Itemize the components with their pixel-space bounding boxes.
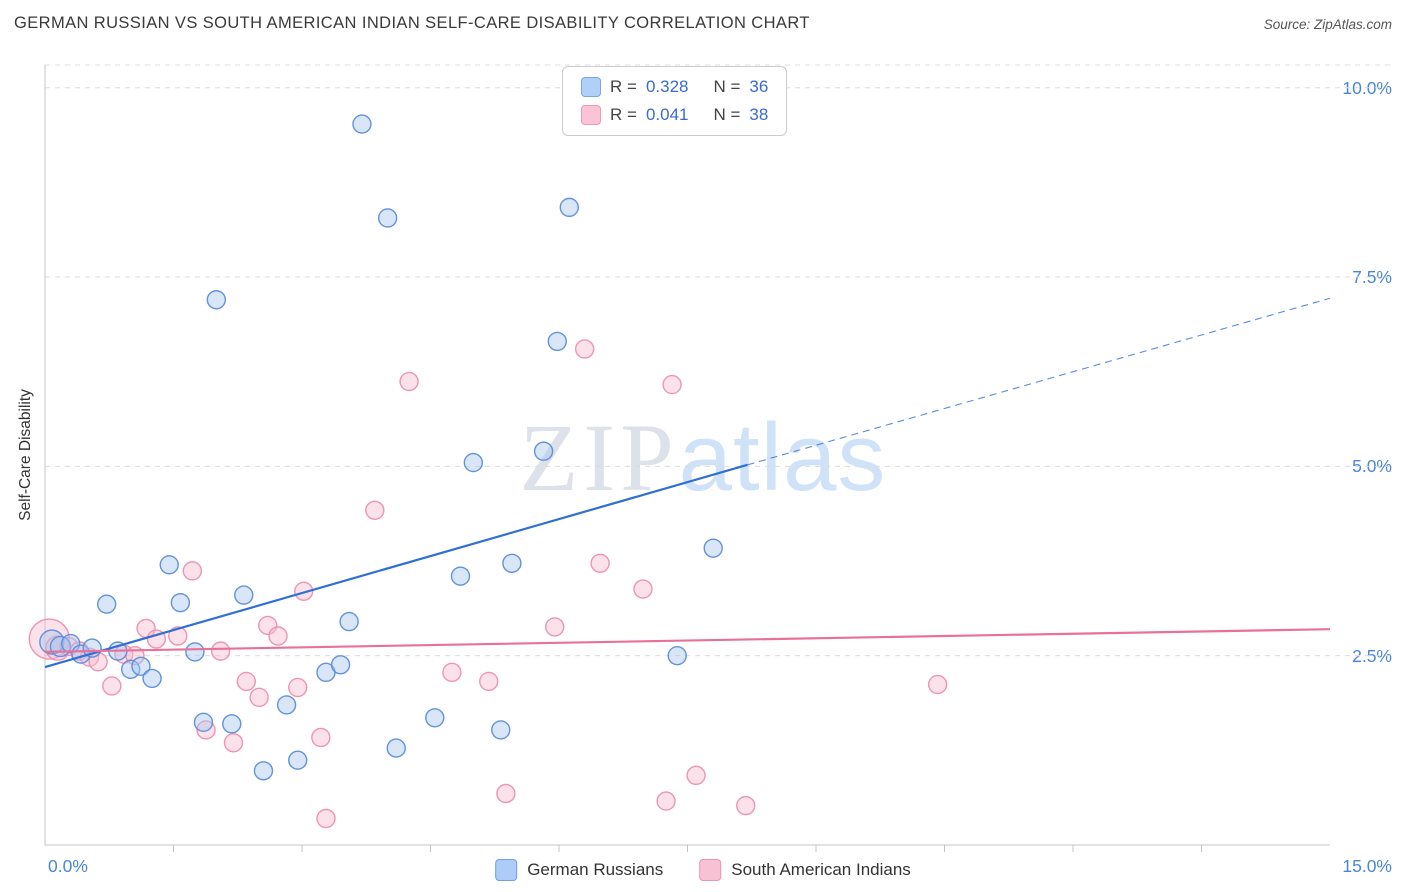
legend-item-german-russians: German Russians <box>495 859 663 881</box>
source-attribution: Source: ZipAtlas.com <box>1263 17 1392 32</box>
data-point-south-american-indians <box>316 808 336 829</box>
data-point-german-russians <box>352 114 372 134</box>
data-point-south-american-indians <box>633 579 653 599</box>
data-point-german-russians <box>667 645 687 666</box>
legend-label: German Russians <box>527 860 664 879</box>
data-point-south-american-indians <box>365 500 385 520</box>
r-value: 0.328 <box>645 77 689 96</box>
n-value: 38 <box>749 105 769 124</box>
data-point-south-american-indians <box>736 795 756 816</box>
data-point-south-american-indians <box>575 339 595 359</box>
data-point-south-american-indians <box>268 626 288 646</box>
data-point-german-russians <box>533 441 554 461</box>
data-point-german-russians <box>450 566 471 586</box>
data-point-south-american-indians <box>168 626 188 646</box>
data-point-german-russians <box>547 331 567 352</box>
data-point-german-russians <box>339 611 359 632</box>
data-point-german-russians <box>193 712 214 733</box>
pink-series-swatch <box>699 859 722 881</box>
x-min-label: 0.0% <box>48 856 88 876</box>
data-point-south-american-indians <box>236 671 257 692</box>
y-tick-label-5: 5.0% <box>1352 456 1392 476</box>
n-value: 36 <box>749 77 769 96</box>
data-point-german-russians <box>131 656 151 676</box>
data-point-south-american-indians <box>223 733 244 753</box>
data-point-german-russians <box>386 738 406 758</box>
data-point-german-russians <box>330 655 351 675</box>
data-point-german-russians <box>559 197 579 218</box>
legend-item-south-american-indians: South American Indians <box>699 859 911 881</box>
chart-title: GERMAN RUSSIAN VS SOUTH AMERICAN INDIAN … <box>14 14 810 32</box>
r-label: R = <box>610 77 637 96</box>
data-point-south-american-indians <box>662 374 682 395</box>
n-label: N = <box>713 105 741 124</box>
data-point-south-american-indians <box>927 674 948 695</box>
data-point-german-russians <box>377 208 398 228</box>
data-point-german-russians <box>276 695 297 715</box>
data-point-south-american-indians <box>196 720 216 740</box>
data-point-south-american-indians <box>249 687 269 708</box>
data-point-south-american-indians <box>479 671 499 692</box>
data-point-south-american-indians <box>102 676 122 696</box>
n-label: N = <box>713 77 741 96</box>
blue-series-swatch <box>581 77 601 97</box>
data-point-german-russians <box>703 538 723 558</box>
data-point-german-russians <box>491 720 511 740</box>
data-point-south-american-indians <box>686 765 706 786</box>
pink-series-swatch <box>581 105 601 125</box>
y-tick-label-7-5: 7.5% <box>1352 267 1392 287</box>
data-point-south-american-indians <box>182 561 203 581</box>
data-point-south-american-indians <box>399 371 419 392</box>
data-point-german-russians <box>288 750 308 770</box>
y-axis-title: Self-Care Disability <box>17 389 34 521</box>
trend-line-south-american-indians <box>44 628 1331 653</box>
data-point-german-russians <box>425 708 445 728</box>
data-point-german-russians <box>234 585 254 605</box>
legend-row-german-russians: R = 0.328 N = 36 <box>581 77 768 97</box>
data-point-south-american-indians <box>545 617 565 637</box>
data-point-south-american-indians <box>656 791 676 811</box>
data-point-south-american-indians <box>442 662 462 683</box>
r-label: R = <box>610 105 637 124</box>
data-point-south-american-indians <box>496 783 516 804</box>
data-point-south-american-indians <box>590 553 610 573</box>
y-tick-label-2-5: 2.5% <box>1352 646 1392 666</box>
data-point-south-american-indians <box>210 641 231 661</box>
trend-line-extension-german-russians <box>747 297 1331 466</box>
data-point-south-american-indians <box>294 581 314 602</box>
data-point-german-russians <box>170 592 191 613</box>
data-point-south-american-indians <box>311 727 331 748</box>
data-point-german-russians <box>502 553 522 573</box>
data-point-german-russians <box>463 452 484 473</box>
legend-row-south-american-indians: R = 0.041 N = 38 <box>581 105 768 125</box>
data-point-german-russians <box>206 290 227 310</box>
blue-series-swatch <box>495 859 518 881</box>
data-point-german-russians <box>253 761 274 781</box>
data-point-german-russians <box>142 668 162 689</box>
data-point-german-russians <box>96 594 117 614</box>
data-point-german-russians <box>185 642 205 662</box>
plot-layer <box>28 64 1392 852</box>
trend-line-german-russians <box>44 463 748 669</box>
data-point-german-russians <box>222 714 242 734</box>
correlation-legend-box: R = 0.328 N = 36 R = 0.041 N = 38 <box>562 66 788 136</box>
x-max-label: 15.0% <box>1342 856 1392 876</box>
legend-label: South American Indians <box>731 860 911 879</box>
data-point-german-russians <box>159 555 179 575</box>
series-legend: German Russians South American Indians <box>487 859 919 881</box>
r-value: 0.041 <box>645 105 689 124</box>
data-point-south-american-indians <box>288 677 308 698</box>
